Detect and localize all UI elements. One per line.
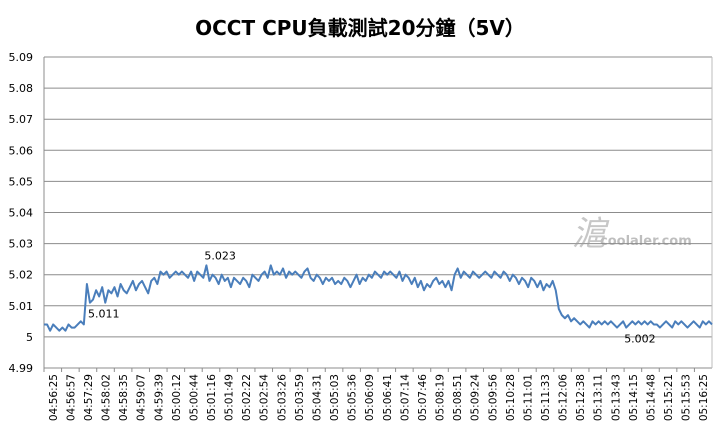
- series-line: [44, 264, 713, 332]
- x-tick-label: 05:13:43: [610, 374, 622, 421]
- x-tick-label: 05:05:36: [347, 374, 359, 421]
- x-tick-label: 05:08:51: [452, 374, 464, 421]
- x-tick-label: 05:08:19: [435, 374, 447, 421]
- chart-title: OCCT CPU負載測試20分鐘（5V）: [195, 16, 525, 40]
- x-tick-label: 05:12:06: [558, 374, 570, 421]
- x-tick-label: 05:14:48: [645, 374, 657, 421]
- data-label: 5.023: [204, 249, 236, 262]
- x-tick-label: 05:02:22: [241, 374, 253, 421]
- x-tick-label: 05:09:56: [487, 374, 499, 421]
- x-tick-label: 05:06:09: [364, 374, 376, 421]
- x-tick-label: 05:04:31: [311, 374, 323, 421]
- x-tick-label: 04:59:39: [153, 374, 165, 421]
- y-axis: 4.99 5 5.01 5.02 5.03 5.04 5.05 5.06 5.07 5.08 5.0…: [9, 51, 34, 375]
- x-tick-label: 04:59:07: [136, 374, 148, 421]
- x-tick-label: 04:58:35: [118, 374, 130, 421]
- y-tick-label: 5: [26, 331, 33, 344]
- x-tick-label: 05:14:15: [628, 374, 640, 421]
- x-tick-label: 04:57:29: [83, 374, 95, 421]
- x-tick-label: 05:11:33: [540, 374, 552, 421]
- data-label: 5.011: [88, 308, 120, 321]
- y-tick-label: 5.02: [9, 269, 34, 282]
- y-tick-label: 5.01: [9, 300, 34, 313]
- x-axis: 04:56:25 04:56:57 04:57:29 04:58:02 04:58:35…: [43, 368, 710, 421]
- x-tick-label: 05:07:14: [399, 374, 411, 421]
- x-tick-label: 05:00:12: [171, 374, 183, 421]
- x-tick-label: 05:15:21: [663, 374, 675, 421]
- y-tick-label: 5.05: [9, 175, 34, 188]
- data-label: 5.002: [624, 333, 656, 346]
- x-tick-label: 05:07:46: [417, 374, 429, 421]
- gridlines: [43, 56, 713, 369]
- x-tick-label: 04:56:25: [48, 374, 60, 421]
- x-tick-label: 05:09:24: [470, 374, 482, 421]
- x-tick-label: 04:58:02: [101, 374, 113, 421]
- y-tick-label: 5.07: [9, 113, 34, 126]
- x-tick-label: 05:01:49: [224, 374, 236, 421]
- y-tick-label: 4.99: [9, 362, 34, 375]
- y-tick-label: 5.03: [9, 238, 34, 251]
- x-tick-label: 05:03:59: [294, 374, 306, 421]
- watermark-text: coolaler.com: [600, 234, 692, 249]
- x-tick-label: 04:56:57: [65, 374, 77, 421]
- x-tick-label: 05:02:54: [259, 374, 271, 421]
- watermark: 滬 coolaler.com: [572, 214, 692, 254]
- annotations: 5.011 5.023 5.002: [88, 249, 656, 345]
- x-tick-label: 05:03:26: [276, 374, 288, 421]
- x-tick-label: 05:05:03: [329, 374, 341, 421]
- x-tick-label: 05:13:11: [593, 374, 605, 421]
- y-tick-label: 5.06: [9, 144, 34, 157]
- x-tick-label: 05:16:25: [698, 374, 710, 421]
- x-tick-label: 05:00:44: [188, 374, 200, 421]
- x-tick-label: 05:10:28: [505, 374, 517, 421]
- x-tick-label: 05:12:38: [575, 374, 587, 421]
- plot-area: [44, 264, 713, 332]
- y-tick-label: 5.08: [9, 82, 34, 95]
- y-tick-label: 5.04: [9, 207, 34, 220]
- y-tick-label: 5.09: [9, 51, 34, 64]
- x-tick-label: 05:15:53: [681, 374, 693, 421]
- x-tick-label: 05:01:16: [206, 374, 218, 421]
- watermark-logo-glyph: 滬: [572, 214, 610, 254]
- x-tick-label: 05:11:01: [522, 374, 534, 421]
- x-tick-label: 05:06:41: [382, 374, 394, 421]
